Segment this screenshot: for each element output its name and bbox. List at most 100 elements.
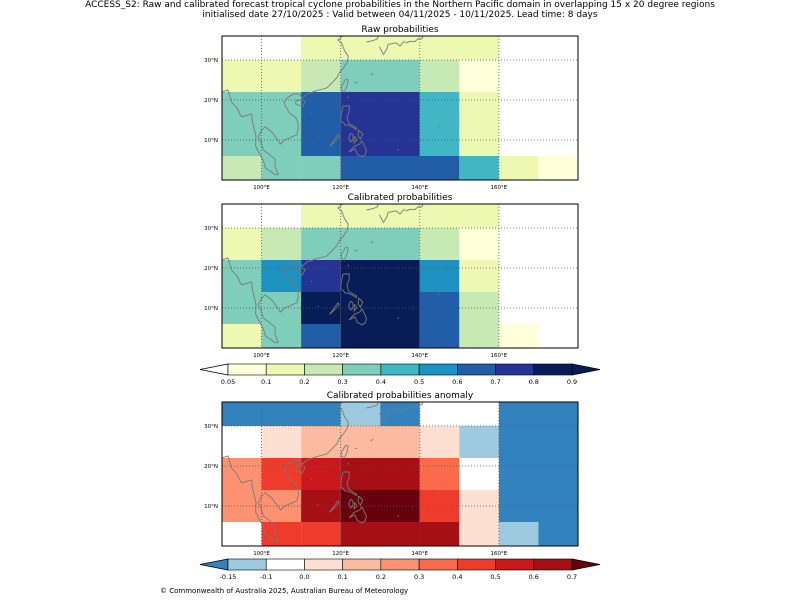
anomaly-cell [459,426,499,458]
probability-colorbar-swatch [418,363,458,376]
probability-colorbar-label: 0.7 [490,378,500,386]
calibrated-cell [301,324,341,348]
probability-colorbar-swatch [380,363,420,376]
anomaly-coastline [340,471,357,497]
probability-colorbar-label: 0.05 [221,378,235,386]
raw-cell [261,156,302,180]
calibrated-coastline [379,214,384,223]
calibrated-cell [419,228,460,260]
raw-coastline [222,36,349,176]
anomaly-colorbar-under [199,558,229,571]
anomaly-cell [261,522,302,546]
anomaly-cell [380,402,420,426]
calibrated-coastline [348,308,367,326]
raw-coastline [340,105,357,131]
raw-ytick-label: 10°N [204,138,218,144]
calibrated-cell [261,324,302,348]
anomaly-xtick-label: 120°E [332,551,349,557]
calibrated-coastline [347,264,350,267]
raw-cell [459,60,499,92]
anomaly-panel-title: Calibrated probabilities anomaly [327,391,474,401]
raw-plot-area [222,36,578,180]
probability-colorbar-swatch [304,363,343,376]
anomaly-coastline [295,465,306,474]
raw-cell [419,92,460,156]
anomaly-colorbar-label: -0.15 [220,573,237,581]
calibrated-coastline [295,267,306,276]
calibrated-cell [498,324,539,348]
anomaly-xtick-label: 140°E [411,551,428,557]
calibrated-coastline [438,293,440,296]
anomaly-ytick-label: 10°N [204,504,218,510]
anomaly-cell [498,426,578,458]
probability-colorbar-label: 0.1 [261,378,271,386]
anomaly-colorbar-label: 0.4 [452,573,462,581]
raw-cell [340,92,420,156]
raw-cell [340,60,420,92]
calibrated-ytick-label: 10°N [204,306,218,312]
calibrated-cell [419,260,460,292]
probability-colorbar-label: 0.6 [452,378,462,386]
anomaly-cell [222,426,262,458]
anomaly-colorbar-label: 0.1 [337,573,347,581]
calibrated-coastline [357,297,364,309]
anomaly-coastline [353,502,358,511]
raw-cell [301,92,341,156]
raw-frame [221,35,579,181]
anomaly-colorbar-label: 0.5 [490,573,500,581]
calibrated-xtick-label: 140°E [411,353,428,359]
raw-cell [419,60,460,92]
anomaly-colorbar-swatch [304,558,343,571]
anomaly-colorbar-label: 0.3 [414,573,424,581]
anomaly-coastline [340,444,349,460]
calibrated-cell [222,260,262,292]
copyright-footer: © Commonwealth of Australia 2025, Austra… [160,587,409,595]
raw-xtick-label: 160°E [491,185,508,191]
calibrated-cell [459,228,499,260]
probability-colorbar-swatch [533,363,573,376]
anomaly-ytick-label: 30°N [204,424,218,430]
raw-coastline [354,81,358,84]
anomaly-colorbar-label: 0.6 [529,573,539,581]
anomaly-coastline [438,491,440,494]
raw-xtick-label: 100°E [253,185,270,191]
calibrated-coastline [340,273,357,299]
raw-ytick-label: 20°N [204,98,218,104]
calibrated-cell [459,260,499,292]
raw-cell [222,156,262,180]
anomaly-colorbar-over [571,558,601,571]
calibrated-cell [340,324,420,348]
anomaly-colorbar-swatch [533,558,573,571]
calibrated-panel-title: Calibrated probabilities [348,193,453,203]
anomaly-plot-area [222,402,578,546]
anomaly-frame [221,401,579,547]
calibrated-coastline [317,305,319,308]
anomaly-colorbar-label: 0.2 [376,573,386,581]
raw-coastline [379,46,384,55]
calibrated-coastline [353,304,358,313]
anomaly-colorbar: -0.15 -0.1 0.0 0.1 0.2 0.3 0.4 0.5 0.6 0.7 [199,558,601,581]
probability-colorbar-swatch [342,363,382,376]
raw-panel-title: Raw probabilities [361,25,439,35]
calibrated-cell [301,292,341,324]
anomaly-cell [222,458,262,490]
anomaly-colorbar-swatch [380,558,420,571]
calibrated-coastline [340,246,349,262]
calibrated-coastline [366,204,379,211]
anomaly-cell [538,522,578,546]
anomaly-cell [340,522,460,546]
probability-colorbar-label: 0.4 [376,378,386,386]
calibrated-coastline [354,249,358,252]
anomaly-cell [340,402,381,426]
anomaly-coastline [347,462,350,465]
anomaly-coastline [310,478,313,481]
anomaly-coastline [370,438,374,442]
anomaly-coastline [366,402,379,409]
probability-colorbar-label: 0.2 [299,378,309,386]
anomaly-coastline [222,402,349,542]
probability-colorbar-swatch [457,363,496,376]
anomaly-coastline [348,498,354,509]
raw-cell [498,156,539,180]
anomaly-cell [498,458,578,490]
